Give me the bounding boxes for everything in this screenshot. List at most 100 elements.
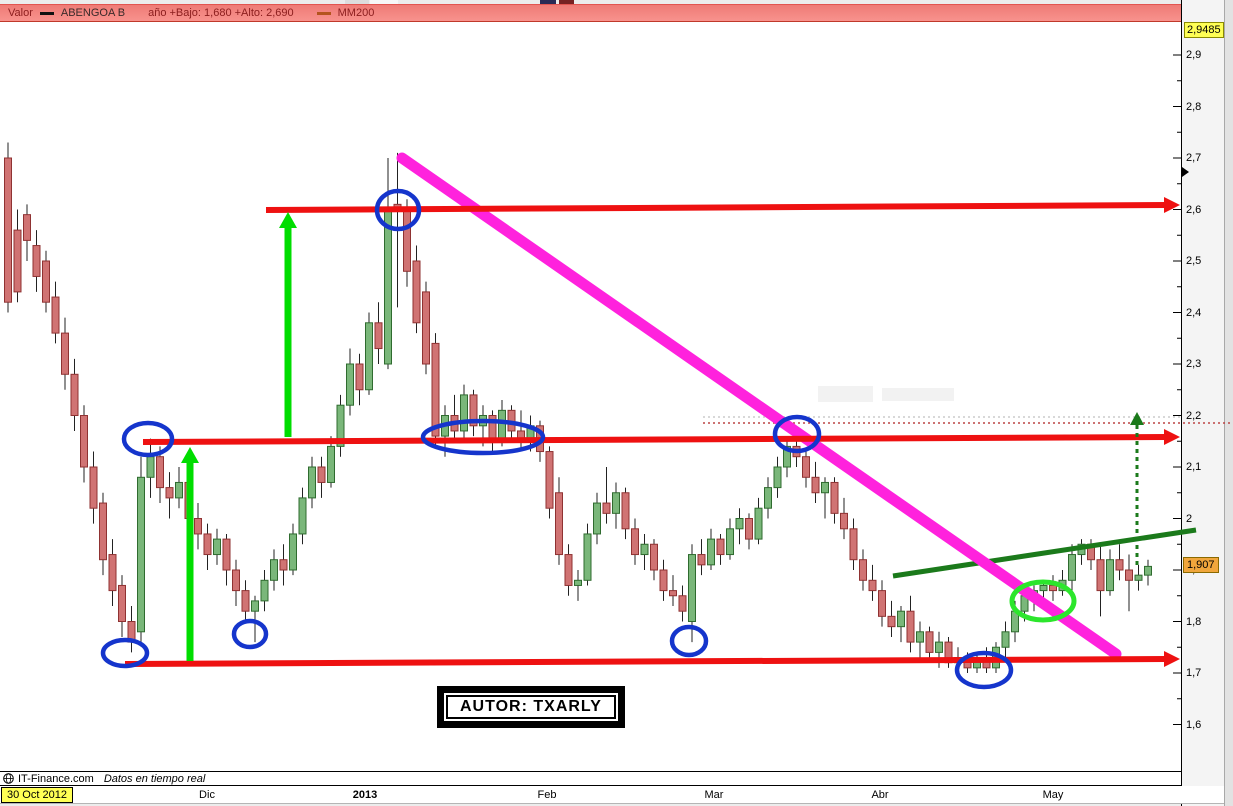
blue-highlight-ellipse[interactable] <box>954 650 1014 690</box>
blue-highlight-ellipse[interactable] <box>420 418 546 456</box>
candle-body <box>355 363 364 391</box>
candle-body <box>659 569 668 592</box>
realtime-label: Datos en tiempo real <box>103 772 206 785</box>
blue-highlight-ellipse[interactable] <box>100 637 150 669</box>
support-resistance-line[interactable] <box>124 656 1167 667</box>
globe-icon <box>3 773 14 784</box>
candle-body <box>203 533 212 556</box>
blue-highlight-ellipse[interactable] <box>669 624 709 658</box>
candle-body <box>460 394 468 432</box>
top-sliver <box>559 0 574 4</box>
price-label: 2 <box>1186 512 1193 525</box>
candle-body <box>1106 559 1114 592</box>
candle-body <box>849 528 858 561</box>
price-label: 2,6 <box>1186 203 1202 216</box>
candle-body <box>279 559 288 571</box>
candle-body <box>137 476 145 633</box>
current-price-badge: 1,907 <box>1183 557 1219 573</box>
provider-label: IT-Finance.com <box>18 772 94 785</box>
candle-body <box>498 409 506 442</box>
blue-highlight-ellipse[interactable] <box>121 420 175 458</box>
candle-body <box>61 332 69 375</box>
year-range-label: año +Bajo: 1,680 +Alto: 2,690 <box>148 7 294 19</box>
projection-arrowhead-icon <box>1130 412 1144 425</box>
candle-body <box>859 559 867 581</box>
candle-body <box>108 554 117 592</box>
legend-bar[interactable]: Valor ABENGOA B año +Bajo: 1,680 +Alto: … <box>0 4 1181 22</box>
candle-body <box>270 559 278 581</box>
blue-highlight-ellipse[interactable] <box>231 618 269 650</box>
candle-body <box>51 296 60 334</box>
candle-body <box>555 492 563 556</box>
support-resistance-line[interactable] <box>265 202 1167 213</box>
candle-body <box>840 512 848 530</box>
candle-body <box>707 538 715 566</box>
candle-body <box>156 456 164 489</box>
blue-highlight-ellipse[interactable] <box>374 188 422 232</box>
price-series-dash-icon <box>39 11 54 15</box>
green-highlight-ellipse[interactable] <box>1009 579 1077 623</box>
time-label: Mar <box>704 789 724 801</box>
watermark-smudge <box>882 388 954 401</box>
candle-body <box>1001 631 1010 648</box>
mm200-dash-icon <box>316 11 331 15</box>
support-resistance-line[interactable] <box>142 434 1167 445</box>
candle-body <box>89 466 98 509</box>
candle-body <box>317 466 326 483</box>
candle-body <box>260 579 269 602</box>
time-axis[interactable] <box>0 786 1224 804</box>
price-label: 1,8 <box>1186 615 1202 628</box>
candle-body <box>213 538 221 556</box>
candle-body <box>802 456 810 478</box>
author-annotation-box[interactable]: AUTOR: TXARLY <box>437 686 625 728</box>
candle-body <box>783 445 791 468</box>
downtrend-line[interactable] <box>396 152 1122 660</box>
candle-body <box>298 497 307 535</box>
candle-body <box>574 579 582 586</box>
candle-body <box>1049 584 1057 592</box>
candle-body <box>374 322 383 350</box>
candle-body <box>165 487 174 499</box>
candle-body <box>412 260 421 324</box>
candle-body <box>764 487 772 509</box>
candle-body <box>118 584 126 623</box>
candle-body <box>916 631 924 643</box>
top-sliver <box>345 0 369 4</box>
green-arrowhead-icon <box>181 447 199 463</box>
candle-body <box>621 492 630 530</box>
price-label: 2,2 <box>1186 409 1202 422</box>
line-arrowhead-icon <box>1164 651 1180 667</box>
candle-body <box>431 342 440 437</box>
price-label: 2,1 <box>1186 461 1202 473</box>
candle-body <box>384 209 392 365</box>
price-axis[interactable] <box>1181 0 1224 806</box>
price-label: 2,3 <box>1186 358 1202 370</box>
candle-body <box>336 404 345 447</box>
top-sliver <box>370 0 398 4</box>
candle-body <box>811 476 820 494</box>
candle-body <box>935 641 943 653</box>
candle-body <box>726 528 734 556</box>
chart-plot-area[interactable] <box>0 22 1181 771</box>
candle-body <box>222 538 231 571</box>
window-right-edge <box>1224 0 1233 806</box>
time-label: Feb <box>537 789 557 801</box>
time-label: May <box>1042 789 1064 801</box>
price-label: 2,5 <box>1186 255 1202 267</box>
candle-body <box>1115 559 1124 571</box>
candle-body <box>232 569 240 592</box>
candle-body <box>545 451 554 509</box>
blue-highlight-ellipse[interactable] <box>772 414 822 454</box>
candle-body <box>99 502 107 561</box>
candle-body <box>612 492 620 514</box>
candle-body <box>32 245 41 277</box>
candle-body <box>23 214 31 241</box>
candle-body <box>564 554 573 586</box>
candle-body <box>13 229 22 293</box>
time-label: Dic <box>199 789 215 801</box>
rising-trendline[interactable] <box>892 527 1197 579</box>
candle-body <box>745 518 753 540</box>
candle-body <box>697 554 706 566</box>
candle-body <box>688 554 696 622</box>
